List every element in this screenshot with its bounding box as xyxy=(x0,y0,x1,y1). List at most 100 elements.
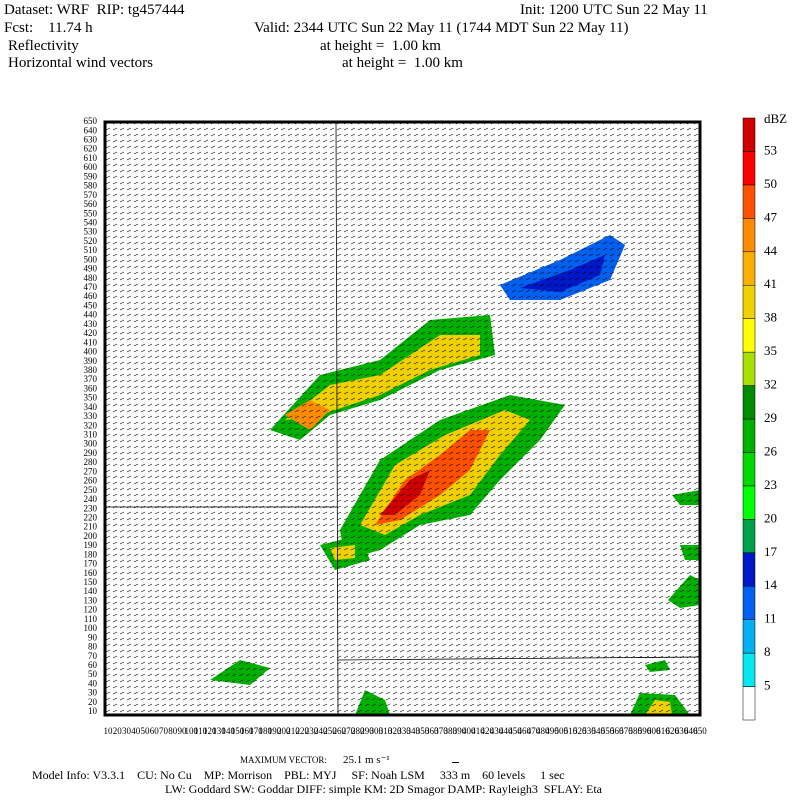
colorbar-label: 11 xyxy=(764,611,777,626)
colorbar-box xyxy=(742,284,756,319)
colorbar-box xyxy=(742,519,756,554)
x-tick-label: 80 xyxy=(168,726,178,736)
colorbar-box xyxy=(742,686,756,721)
colorbar-label: 8 xyxy=(764,644,771,659)
x-tick-label: 570 xyxy=(619,726,633,736)
y-tick-label: 170 xyxy=(84,559,98,569)
x-tick-label: 160 xyxy=(240,726,254,736)
boundaries xyxy=(105,122,700,715)
max-vector-arrow xyxy=(452,762,459,763)
y-tick-label: 620 xyxy=(84,144,98,154)
colorbar-label: 41 xyxy=(764,276,777,291)
x-tick-label: 580 xyxy=(629,726,643,736)
colorbar-box xyxy=(742,117,756,152)
y-tick-label: 300 xyxy=(84,439,98,449)
max-vector-value: 25.1 m s⁻¹ xyxy=(343,754,390,766)
colorbar-box xyxy=(742,218,756,253)
x-tick-label: 300 xyxy=(370,726,384,736)
y-tick-label: 630 xyxy=(84,135,98,145)
x-tick-label: 50 xyxy=(141,726,151,736)
x-tick-label: 630 xyxy=(675,726,689,736)
model-info: Model Info: V3.3.1 CU: No Cu MP: Morriso… xyxy=(32,768,565,782)
y-tick-label: 450 xyxy=(84,300,98,310)
x-tick-label: 10 xyxy=(104,726,114,736)
field-name: Reflectivity xyxy=(8,38,79,54)
colorbar-box xyxy=(742,485,756,520)
x-tick-label: 400 xyxy=(462,726,476,736)
y-tick-label: 20 xyxy=(88,697,98,707)
physics-info: LW: Goddard SW: Goddar DIFF: simple KM: … xyxy=(165,782,602,796)
y-tick-label: 220 xyxy=(84,512,98,522)
colorbar-label: 53 xyxy=(764,142,777,157)
y-tick-label: 60 xyxy=(88,660,98,670)
y-tick-label: 280 xyxy=(84,457,98,467)
x-tick-label: 370 xyxy=(434,726,448,736)
y-tick-label: 500 xyxy=(84,254,98,264)
y-tick-label: 140 xyxy=(84,586,98,596)
colorbar-label: 50 xyxy=(764,176,777,191)
y-tick-label: 260 xyxy=(84,476,98,486)
x-tick-label: 230 xyxy=(305,726,319,736)
x-tick-label: 520 xyxy=(573,726,587,736)
colorbar-box xyxy=(742,585,756,620)
y-tick-label: 470 xyxy=(84,282,98,292)
colorbar-box xyxy=(742,151,756,186)
y-tick-label: 30 xyxy=(88,688,98,698)
field-level: at height = 1.00 km xyxy=(320,38,441,54)
x-tick-label: 140 xyxy=(222,726,236,736)
colorbar-label: 5 xyxy=(764,678,771,693)
y-tick-label: 650 xyxy=(84,116,98,126)
x-tick-label: 390 xyxy=(453,726,467,736)
y-tick-label: 340 xyxy=(84,402,98,412)
y-tick-label: 270 xyxy=(84,466,98,476)
y-tick-label: 100 xyxy=(84,623,98,633)
x-tick-label: 20 xyxy=(113,726,123,736)
y-tick-label: 330 xyxy=(84,411,98,421)
colorbar-label: 44 xyxy=(764,243,778,258)
plot-frame xyxy=(103,120,702,717)
colorbar-label: 26 xyxy=(764,443,778,458)
y-tick-label: 530 xyxy=(84,227,98,237)
y-tick-label: 110 xyxy=(84,614,98,624)
x-tick-label: 150 xyxy=(231,726,245,736)
x-tick-label: 480 xyxy=(536,726,550,736)
colorbar-label: 17 xyxy=(764,544,778,559)
y-tick-label: 480 xyxy=(84,273,98,283)
y-tick-label: 70 xyxy=(88,651,98,661)
dataset: Dataset: WRF RIP: tg457444 xyxy=(4,2,185,18)
y-tick-label: 520 xyxy=(84,236,98,246)
colorbar-label: 35 xyxy=(764,343,777,358)
colorbar-box xyxy=(742,184,756,219)
colorbar-box xyxy=(742,385,756,420)
x-tick-label: 70 xyxy=(159,726,169,736)
y-tick-label: 350 xyxy=(84,393,98,403)
x-tick-label: 30 xyxy=(122,726,132,736)
y-tick-label: 440 xyxy=(84,310,98,320)
y-tick-label: 460 xyxy=(84,291,98,301)
y-tick-label: 380 xyxy=(84,365,98,375)
x-tick-label: 650 xyxy=(693,726,707,736)
y-tick-label: 590 xyxy=(84,171,98,181)
x-tick-label: 170 xyxy=(249,726,263,736)
x-tick-label: 460 xyxy=(518,726,532,736)
colorbar-box xyxy=(742,418,756,453)
y-tick-label: 540 xyxy=(84,217,98,227)
x-tick-label: 350 xyxy=(416,726,430,736)
x-tick-label: 410 xyxy=(471,726,485,736)
field-level: at height = 1.00 km xyxy=(342,55,463,71)
y-tick-label: 600 xyxy=(84,162,98,172)
x-tick-label: 610 xyxy=(656,726,670,736)
y-tick-label: 610 xyxy=(84,153,98,163)
y-tick-label: 120 xyxy=(84,605,98,615)
y-tick-label: 180 xyxy=(84,549,98,559)
x-tick-label: 210 xyxy=(286,726,300,736)
y-tick-label: 240 xyxy=(84,494,98,504)
max-vector-label: MAXIMUM VECTOR: xyxy=(240,755,327,765)
y-tick-label: 370 xyxy=(84,374,98,384)
y-tick-label: 40 xyxy=(88,678,98,688)
x-tick-label: 600 xyxy=(647,726,661,736)
y-tick-label: 420 xyxy=(84,328,98,338)
x-tick-label: 280 xyxy=(351,726,365,736)
y-tick-label: 250 xyxy=(84,485,98,495)
y-tick-label: 160 xyxy=(84,568,98,578)
